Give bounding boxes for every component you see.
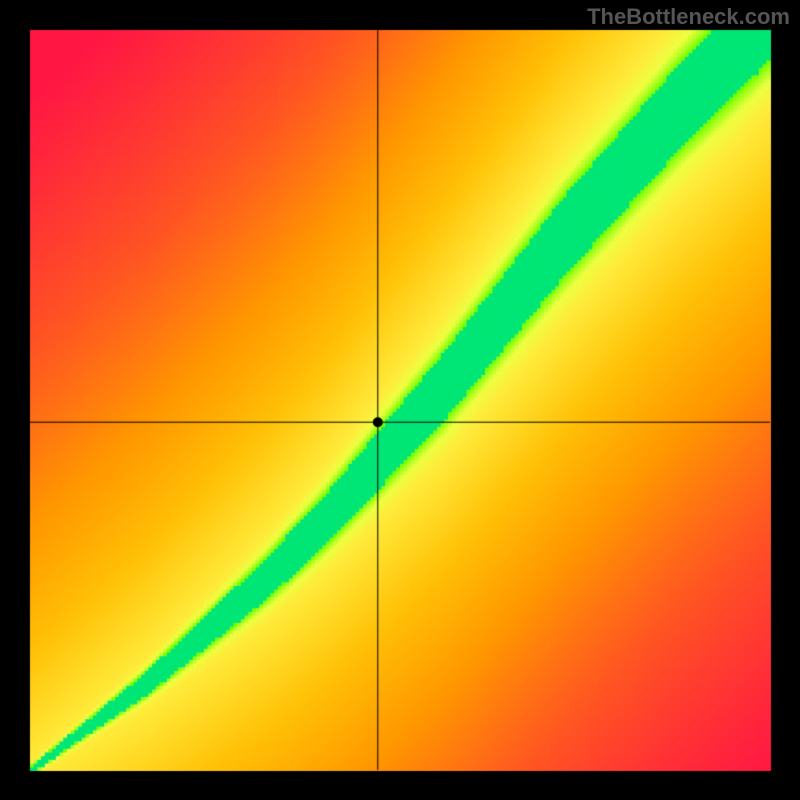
bottleneck-heatmap-canvas [0, 0, 800, 800]
chart-container: TheBottleneck.com [0, 0, 800, 800]
watermark-text: TheBottleneck.com [587, 4, 790, 30]
